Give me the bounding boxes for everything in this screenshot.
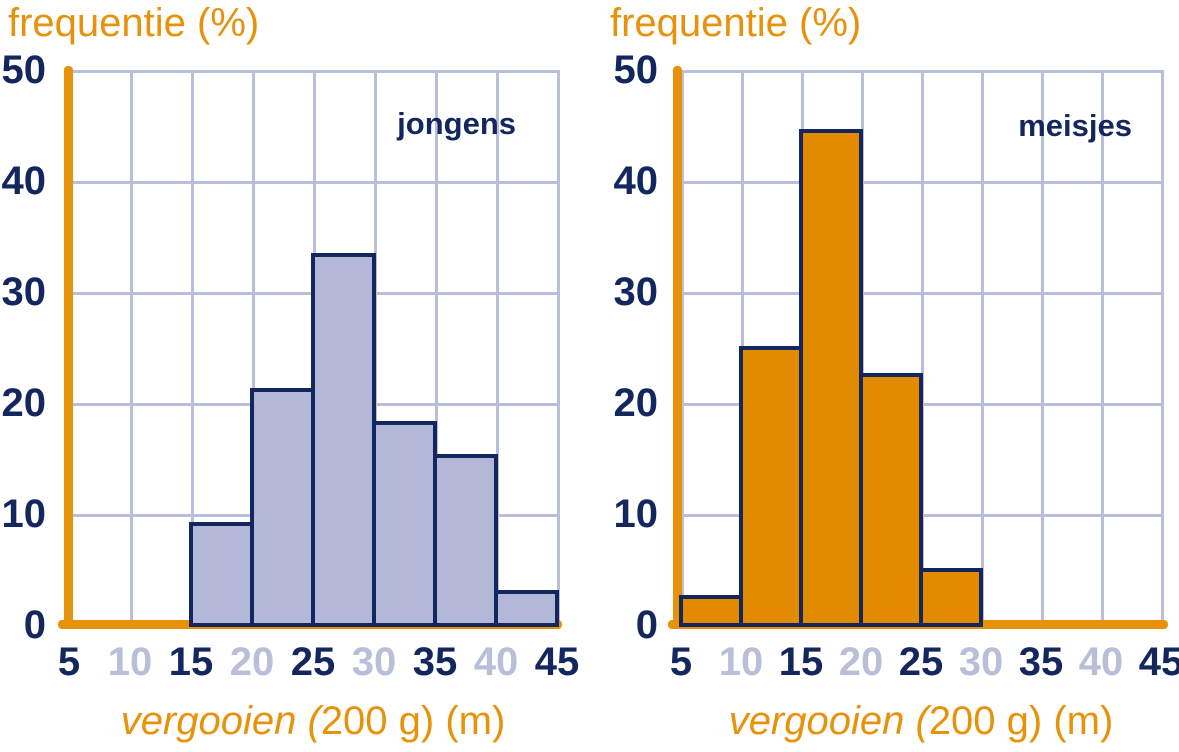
y-axis-tick-label: 40 — [1, 159, 47, 203]
x-axis-tick-label: 5 — [669, 640, 693, 684]
histogram-bar-jongens-25-30 — [311, 253, 376, 627]
x-axis-tick-label: 45 — [534, 640, 580, 684]
y-axis-tick-label: 10 — [1, 492, 47, 536]
histogram-bar-meisjes-20-25 — [859, 373, 923, 627]
histogram-bar-jongens-15-20 — [189, 521, 254, 627]
gridline-vertical — [1101, 70, 1104, 628]
gridline-horizontal — [69, 70, 560, 73]
x-axis-tick-label: 45 — [1138, 640, 1179, 684]
series-label-jongens: jongens — [397, 106, 516, 141]
x-axis-title-regular-part: 200 g) (m) — [320, 699, 506, 743]
histogram-bar-meisjes-5-10 — [679, 595, 743, 627]
plot-area-meisjes: meisjes — [679, 70, 1164, 628]
y-axis-tick-label: 40 — [613, 159, 659, 203]
gridline-vertical — [1161, 70, 1164, 628]
y-axis-line — [64, 66, 73, 629]
x-axis-tick-label: 25 — [898, 640, 944, 684]
histogram-bar-jongens-35-40 — [433, 454, 498, 627]
x-axis-tick-label: 40 — [473, 640, 519, 684]
series-label-meisjes: meisjes — [1018, 108, 1132, 143]
x-axis-tick-label: 30 — [958, 640, 1004, 684]
x-axis-tick-label: 10 — [718, 640, 764, 684]
y-axis-line — [673, 66, 682, 629]
y-axis-tick-label: 30 — [1, 270, 47, 314]
gridline-horizontal — [681, 292, 1164, 295]
gridline-vertical — [435, 70, 438, 628]
x-axis-title-italic-part: vergooien ( — [728, 699, 929, 743]
y-axis-tick-label: 50 — [613, 48, 659, 92]
x-axis-tick-label: 15 — [168, 640, 214, 684]
gridline-vertical — [557, 70, 560, 628]
gridline-horizontal — [69, 181, 560, 184]
x-axis-tick-label: 5 — [57, 640, 81, 684]
gridline-vertical — [252, 70, 255, 628]
y-axis-tick-label: 20 — [1, 381, 47, 425]
y-axis-tick-label: 10 — [613, 492, 659, 536]
x-axis-tick-label: 20 — [229, 640, 275, 684]
histogram-bar-jongens-30-35 — [372, 420, 437, 627]
histogram-bar-jongens-40-45 — [494, 589, 559, 627]
x-axis-tick-label: 15 — [778, 640, 824, 684]
x-axis-title-italic-part: vergooien ( — [120, 699, 321, 743]
gridline-vertical — [681, 70, 684, 628]
gridline-vertical — [496, 70, 499, 628]
y-axis-tick-label: 0 — [23, 603, 46, 647]
y-axis-title: frequentie (%) — [8, 1, 260, 45]
y-axis-tick-label: 0 — [635, 603, 658, 647]
histogram-bar-meisjes-25-30 — [919, 567, 983, 627]
y-axis-title: frequentie (%) — [610, 1, 862, 45]
x-axis-tick-label: 35 — [412, 640, 458, 684]
x-axis-tick-label: 30 — [351, 640, 397, 684]
x-axis-title: vergooien (200 g) (m) — [69, 698, 557, 744]
y-axis-tick-label: 50 — [1, 48, 47, 92]
plot-area-jongens: jongens — [69, 70, 560, 628]
x-axis-tick-label: 35 — [1018, 640, 1064, 684]
gridline-vertical — [130, 70, 133, 628]
gridline-horizontal — [681, 70, 1164, 73]
y-axis-tick-label: 20 — [613, 381, 659, 425]
x-axis-tick-label: 40 — [1078, 640, 1124, 684]
y-axis-tick-label: 30 — [613, 270, 659, 314]
x-axis-tick-label: 10 — [107, 640, 153, 684]
gridline-vertical — [1041, 70, 1044, 628]
x-axis-tick-label: 25 — [290, 640, 336, 684]
x-axis-title-regular-part: 200 g) (m) — [928, 699, 1114, 743]
x-axis-tick-label: 20 — [838, 640, 884, 684]
histogram-bar-jongens-20-25 — [250, 387, 315, 627]
gridline-vertical — [191, 70, 194, 628]
gridline-vertical — [981, 70, 984, 628]
gridline-vertical — [921, 70, 924, 628]
x-axis-title: vergooien (200 g) (m) — [681, 698, 1161, 744]
gridline-horizontal — [681, 181, 1164, 184]
histogram-bar-meisjes-10-15 — [739, 345, 803, 627]
histogram-bar-meisjes-15-20 — [799, 129, 863, 627]
